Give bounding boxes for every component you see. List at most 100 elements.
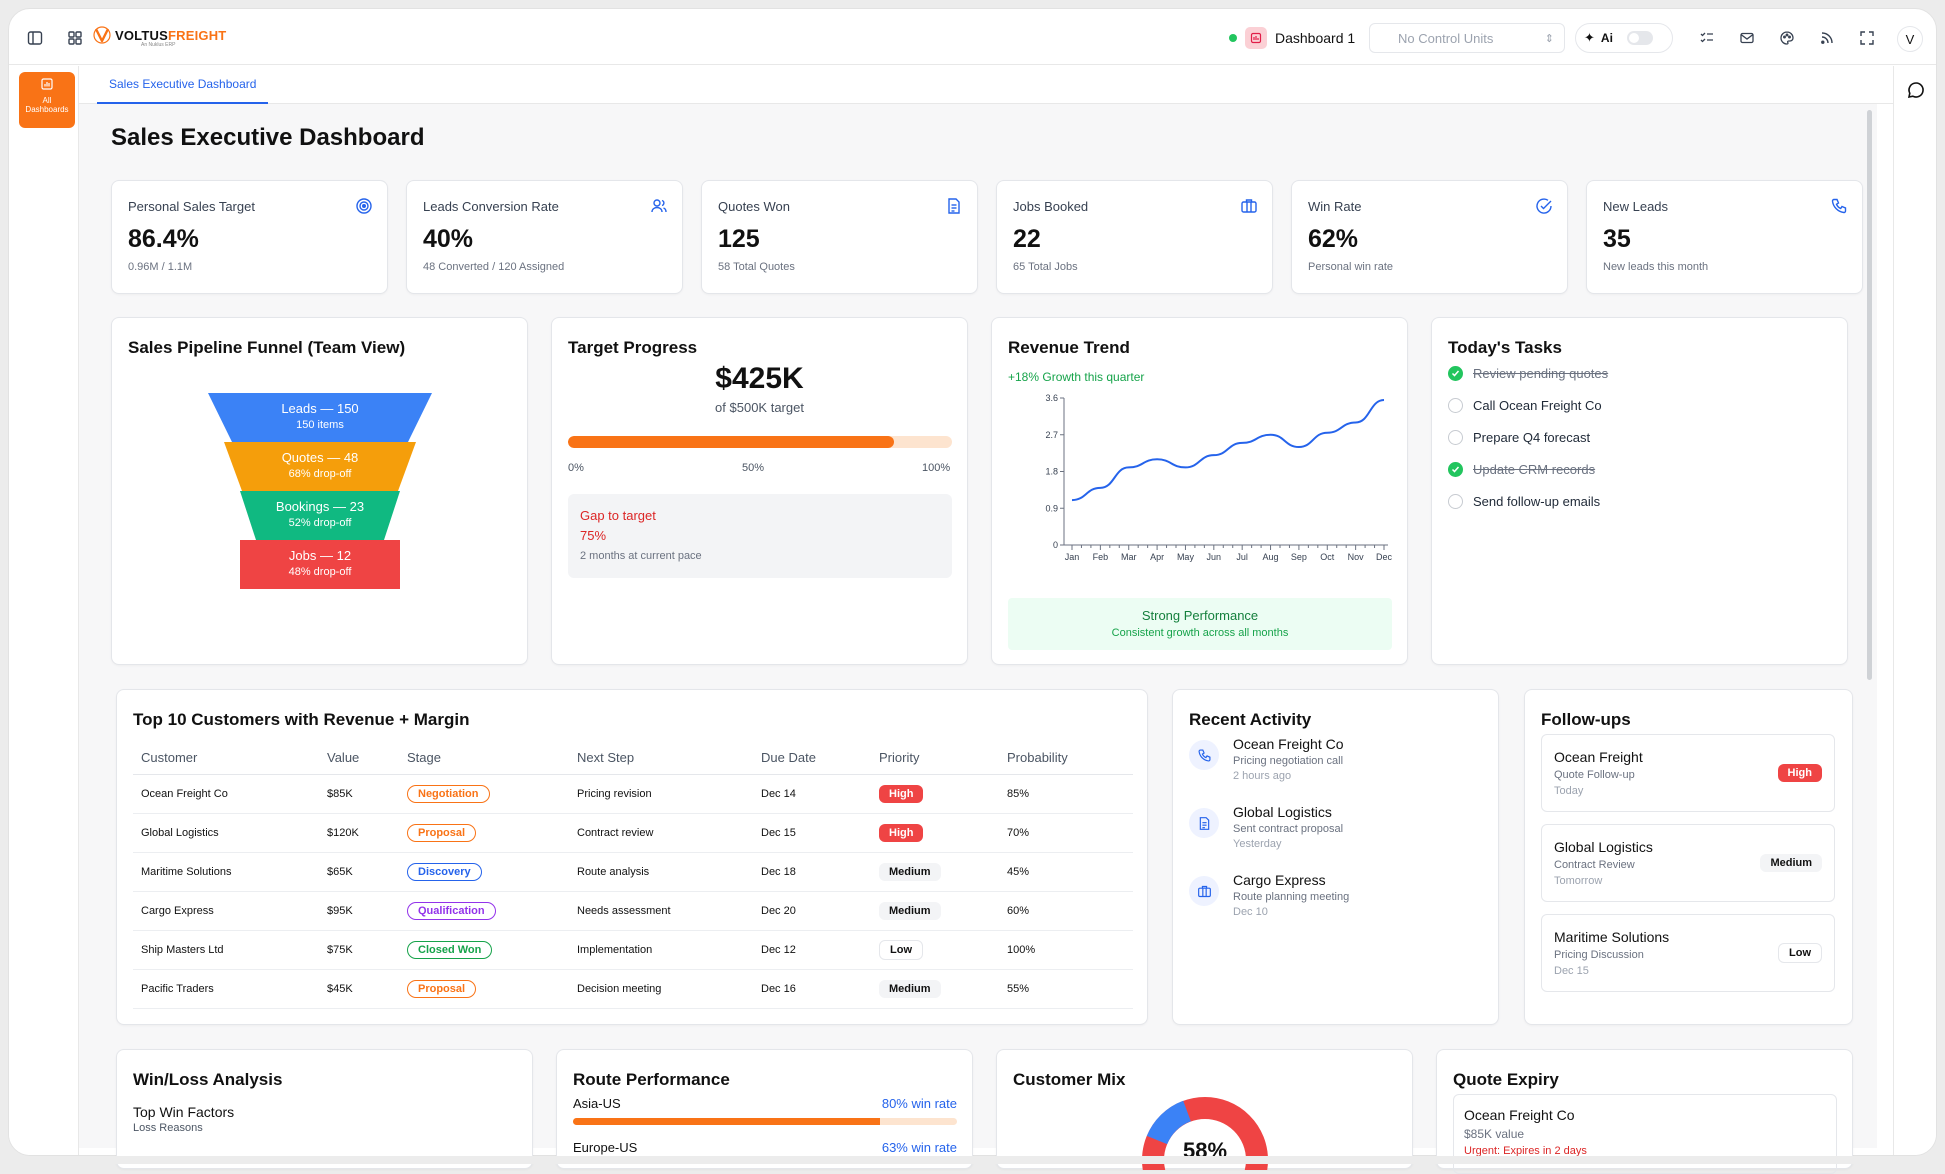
follow-up-name: Global Logistics	[1554, 839, 1653, 855]
column-header[interactable]: Customer	[133, 742, 319, 774]
kpi-value: 62%	[1308, 225, 1358, 254]
table-row[interactable]: Cargo Express $95K Qualification Needs a…	[133, 891, 1133, 930]
column-header[interactable]: Due Date	[753, 742, 871, 774]
control-units-select[interactable]: No Control Units ⇕	[1369, 23, 1565, 53]
task-item[interactable]: Update CRM records	[1448, 462, 1595, 477]
value-cell: $75K	[319, 930, 399, 969]
checkbox-empty-icon[interactable]	[1448, 430, 1463, 445]
kpi-card: Win Rate 62% Personal win rate	[1291, 180, 1568, 294]
customer-mix-card: Customer Mix 58%	[996, 1049, 1413, 1169]
strong-title: Strong Performance	[1008, 608, 1392, 623]
due-date-cell: Dec 20	[753, 891, 871, 930]
fullscreen-icon[interactable]	[1857, 28, 1877, 48]
apps-grid-icon[interactable]	[65, 28, 85, 48]
tab-sales-executive-dashboard[interactable]: Sales Executive Dashboard	[97, 72, 268, 104]
task-item[interactable]: Prepare Q4 forecast	[1448, 430, 1590, 445]
ai-switch[interactable]	[1627, 31, 1653, 45]
priority-cell: Medium	[871, 852, 999, 891]
stage-cell: Negotiation	[399, 774, 569, 813]
priority-badge: High	[879, 785, 923, 803]
follow-up-desc: Quote Follow-up	[1554, 769, 1635, 781]
mail-icon[interactable]	[1737, 28, 1757, 48]
follow-up-desc: Pricing Discussion	[1554, 949, 1644, 961]
expiry-title: Quote Expiry	[1453, 1070, 1559, 1090]
table-row[interactable]: Ocean Freight Co $85K Negotiation Pricin…	[133, 774, 1133, 813]
priority-badge: Medium	[879, 902, 941, 920]
checklist-icon[interactable]	[1697, 28, 1717, 48]
value-cell: $120K	[319, 813, 399, 852]
palette-icon[interactable]	[1777, 28, 1797, 48]
follow-up-item[interactable]: Ocean Freight Quote Follow-up Today High	[1541, 734, 1835, 812]
target-text: of $500K target	[552, 400, 967, 415]
dashboard-selector[interactable]: Dashboard 1	[1229, 27, 1355, 49]
kpi-label: New Leads	[1603, 199, 1668, 214]
task-item[interactable]: Call Ocean Freight Co	[1448, 398, 1602, 413]
phone-icon	[1830, 197, 1848, 215]
win-loss-card: Win/Loss Analysis Top Win Factors Loss R…	[116, 1049, 533, 1169]
user-avatar[interactable]: V	[1897, 26, 1923, 52]
customer-cell: Ship Masters Ltd	[133, 930, 319, 969]
target-title: Target Progress	[568, 338, 697, 358]
table-row[interactable]: Maritime Solutions $65K Discovery Route …	[133, 852, 1133, 891]
x-tick-label: Nov	[1348, 552, 1365, 562]
gap-to-target-box: Gap to target 75% 2 months at current pa…	[568, 494, 952, 578]
gap-label: Gap to target	[580, 508, 656, 523]
users-icon	[650, 197, 668, 215]
rss-icon[interactable]	[1817, 28, 1837, 48]
follow-up-when: Tomorrow	[1554, 875, 1602, 887]
customer-cell: Pacific Traders	[133, 969, 319, 1008]
follow-up-when: Dec 15	[1554, 965, 1589, 977]
sparkle-icon: ✦	[1584, 30, 1595, 46]
funnel-graphic	[112, 318, 529, 666]
follow-up-item[interactable]: Global Logistics Contract Review Tomorro…	[1541, 824, 1835, 902]
top-win-factors: Top Win Factors	[133, 1104, 234, 1120]
column-header[interactable]: Stage	[399, 742, 569, 774]
check-circle-icon	[1535, 197, 1553, 215]
chat-icon[interactable]	[1906, 80, 1926, 105]
column-header[interactable]: Value	[319, 742, 399, 774]
priority-cell: Medium	[871, 969, 999, 1008]
sidebar-toggle-icon[interactable]	[25, 28, 45, 48]
kpi-sub: 0.96M / 1.1M	[128, 261, 192, 273]
due-date-cell: Dec 12	[753, 930, 871, 969]
activity-time: Dec 10	[1233, 906, 1268, 918]
kpi-card: Jobs Booked 22 65 Total Jobs	[996, 180, 1273, 294]
x-tick-label: Mar	[1121, 552, 1137, 562]
table-row[interactable]: Global Logistics $120K Proposal Contract…	[133, 813, 1133, 852]
checkbox-empty-icon[interactable]	[1448, 494, 1463, 509]
table-row[interactable]: Ship Masters Ltd $75K Closed Won Impleme…	[133, 930, 1133, 969]
scrollbar-thumb[interactable]	[1867, 110, 1872, 680]
task-item[interactable]: Review pending quotes	[1448, 366, 1608, 381]
revenue-trend-card: Revenue Trend +18% Growth this quarter 0…	[991, 317, 1408, 665]
target-icon	[355, 197, 373, 215]
target-progress-bar	[568, 436, 952, 448]
column-header[interactable]: Probability	[999, 742, 1133, 774]
next-step-cell: Needs assessment	[569, 891, 753, 930]
window-bottom-edge	[0, 1156, 1945, 1164]
brand-logo[interactable]: VOLTUSFREIGHT An Nuklus ERP	[93, 26, 226, 44]
ai-toggle[interactable]: ✦ Ai	[1575, 23, 1673, 53]
column-header[interactable]: Priority	[871, 742, 999, 774]
kpi-card: Quotes Won 125 58 Total Quotes	[701, 180, 978, 294]
checkbox-empty-icon[interactable]	[1448, 398, 1463, 413]
priority-badge: High	[1778, 764, 1822, 782]
priority-cell: Medium	[871, 891, 999, 930]
due-date-cell: Dec 14	[753, 774, 871, 813]
growth-text: +18% Growth this quarter	[1008, 370, 1144, 384]
follow-up-item[interactable]: Maritime Solutions Pricing Discussion De…	[1541, 914, 1835, 992]
left-rail: All Dashboards	[9, 66, 79, 1156]
activity-desc: Route planning meeting	[1233, 891, 1349, 903]
probability-cell: 55%	[999, 969, 1133, 1008]
kpi-value: 35	[1603, 225, 1631, 254]
check-done-icon[interactable]	[1448, 366, 1463, 381]
probability-cell: 45%	[999, 852, 1133, 891]
check-done-icon[interactable]	[1448, 462, 1463, 477]
control-units-placeholder: No Control Units	[1398, 31, 1493, 46]
next-step-cell: Pricing revision	[569, 774, 753, 813]
all-dashboards-button[interactable]: All Dashboards	[19, 72, 75, 128]
y-tick-label: 0.9	[1045, 503, 1058, 513]
task-text: Call Ocean Freight Co	[1473, 398, 1602, 413]
column-header[interactable]: Next Step	[569, 742, 753, 774]
table-row[interactable]: Pacific Traders $45K Proposal Decision m…	[133, 969, 1133, 1008]
task-item[interactable]: Send follow-up emails	[1448, 494, 1600, 509]
